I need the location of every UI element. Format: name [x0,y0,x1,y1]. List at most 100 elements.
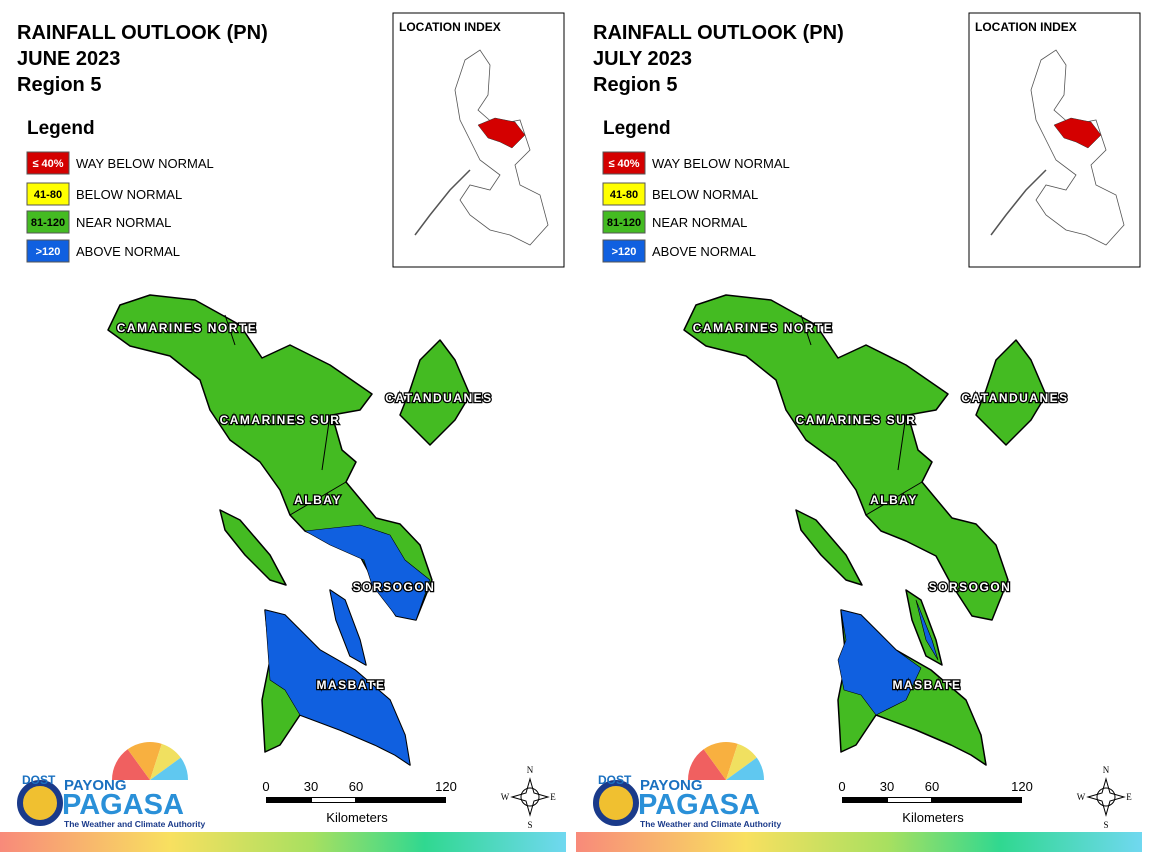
palawan-outline [414,169,471,236]
legend-range: >120 [36,246,61,258]
province-border [865,481,923,516]
scale-tick-label: 120 [1011,779,1033,794]
region-highlight [477,117,526,149]
legend-label: ABOVE NORMAL [652,244,756,259]
title-line: Region 5 [17,74,101,96]
compass-letter: E [1126,792,1132,802]
province-label: CAMARINES NORTE [693,321,834,335]
title-line: RAINFALL OUTLOOK (PN) [17,22,268,44]
province-label: MASBATE [317,678,386,692]
logo-payong: PAYONG [640,777,703,794]
above-normal-area [264,609,411,766]
region-map [683,294,1047,766]
legend-range: 41-80 [610,189,638,201]
scale-segment [312,798,355,802]
compass-letter: N [1103,765,1110,775]
logo-payong: PAYONG [64,777,127,794]
compass-letter: N [527,765,534,775]
province-label: CATANDUANES [385,391,492,405]
province-border [321,414,331,471]
scale-bar [266,797,446,803]
scale-tick-label: 120 [435,779,457,794]
color-strip [576,832,1142,852]
legend-swatch [602,151,646,175]
legend-swatch [26,182,70,206]
compass-letter: E [550,792,556,802]
legend-range: 81-120 [31,217,65,229]
legend-label: WAY BELOW NORMAL [652,156,790,171]
logo-umbrella [688,749,726,781]
legend-title: Legend [603,118,671,139]
province-border [224,314,236,346]
legend-swatch [602,182,646,206]
location-index-label: LOCATION INDEX [399,20,501,34]
scale-tick-label: 60 [925,779,939,794]
legend-swatch [26,239,70,263]
logo-seal [593,780,639,826]
legend-swatch [26,210,70,234]
location-index-label: LOCATION INDEX [975,20,1077,34]
compass-ring [520,787,540,807]
province-shape [975,339,1047,446]
legend-title: Legend [27,118,95,139]
philippines-outline [454,49,549,246]
above-normal-area [915,599,939,661]
legend-range: ≤ 40% [608,158,639,170]
legend-label: BELOW NORMAL [652,187,758,202]
legend-label: NEAR NORMAL [652,215,747,230]
logo-pagasa: PAGASA [62,789,184,821]
compass-letter: W [501,792,510,802]
province-border [289,481,347,516]
compass-letter: W [1077,792,1086,802]
scale-unit: Kilometers [902,810,964,825]
scale-tick-label: 0 [838,779,845,794]
scale-unit: Kilometers [326,810,388,825]
above-normal-area [329,589,367,666]
legend-swatch [602,210,646,234]
logo-tagline: The Weather and Climate Authority [640,819,781,829]
logo-umbrella [703,742,738,780]
province-label: MASBATE [893,678,962,692]
compass-ring [1096,787,1116,807]
scale-segment [888,798,931,802]
province-border [897,414,907,471]
province-label: CATANDUANES [961,391,1068,405]
legend-range: ≤ 40% [32,158,63,170]
logo-umbrella [127,742,162,780]
legend-label: ABOVE NORMAL [76,244,180,259]
province-label: ALBAY [294,493,342,507]
logo-umbrella [726,743,757,780]
legend-label: BELOW NORMAL [76,187,182,202]
scale-tick-label: 30 [304,779,318,794]
legend-label: NEAR NORMAL [76,215,171,230]
scale-tick-label: 30 [880,779,894,794]
logo-pagasa: PAGASA [638,789,760,821]
legend-label: WAY BELOW NORMAL [76,156,214,171]
compass-rose [1086,777,1126,817]
province-shape [399,339,471,446]
logo-seal [17,780,63,826]
province-label: CAMARINES NORTE [117,321,258,335]
province-label: CAMARINES SUR [796,413,917,427]
logo-umbrella [150,743,181,780]
title-line: JUNE 2023 [17,48,120,70]
compass-letter: S [527,820,532,830]
logo-umbrella [150,757,188,780]
province-label: CAMARINES SUR [220,413,341,427]
province-label: SORSOGON [929,580,1012,594]
compass-rose [510,777,550,817]
legend-range: >120 [612,246,637,258]
region-map [107,294,471,766]
province-border [800,314,812,346]
province-label: SORSOGON [353,580,436,594]
compass-letter: S [1103,820,1108,830]
philippines-outline [1030,49,1125,246]
logo-umbrella [726,757,764,780]
scale-tick-label: 0 [262,779,269,794]
logo-dost: DOST [598,773,632,787]
above-normal-area [304,524,431,621]
title-line: Region 5 [593,74,677,96]
title-line: JULY 2023 [593,48,692,70]
legend-range: 81-120 [607,217,641,229]
